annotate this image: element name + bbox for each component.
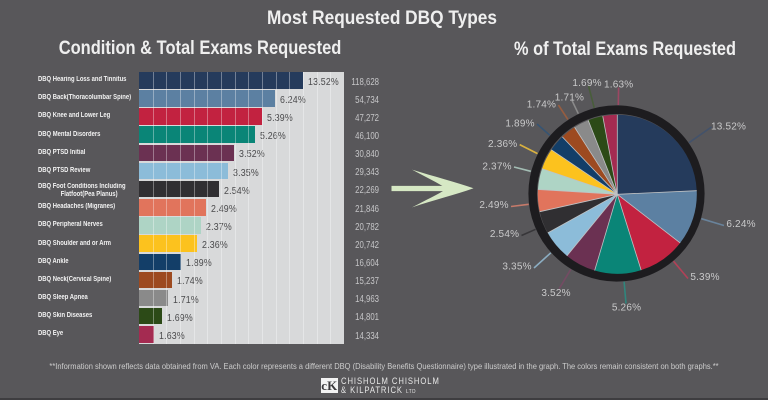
- svg-text:2.37%: 2.37%: [482, 162, 511, 173]
- svg-text:1.89%: 1.89%: [505, 119, 534, 130]
- svg-text:2.36%: 2.36%: [488, 139, 517, 150]
- svg-text:6.24%: 6.24%: [726, 219, 755, 230]
- svg-text:2.49%: 2.49%: [479, 200, 508, 211]
- svg-text:13.52%: 13.52%: [711, 122, 746, 133]
- svg-text:5.26%: 5.26%: [612, 303, 641, 314]
- svg-text:2.54%: 2.54%: [490, 229, 519, 240]
- svg-text:1.74%: 1.74%: [527, 100, 556, 111]
- svg-text:3.52%: 3.52%: [541, 288, 570, 299]
- svg-text:1.71%: 1.71%: [555, 93, 584, 104]
- svg-text:1.63%: 1.63%: [604, 80, 633, 91]
- svg-text:1.69%: 1.69%: [572, 78, 601, 89]
- svg-text:3.35%: 3.35%: [502, 262, 531, 273]
- svg-text:5.39%: 5.39%: [690, 272, 719, 283]
